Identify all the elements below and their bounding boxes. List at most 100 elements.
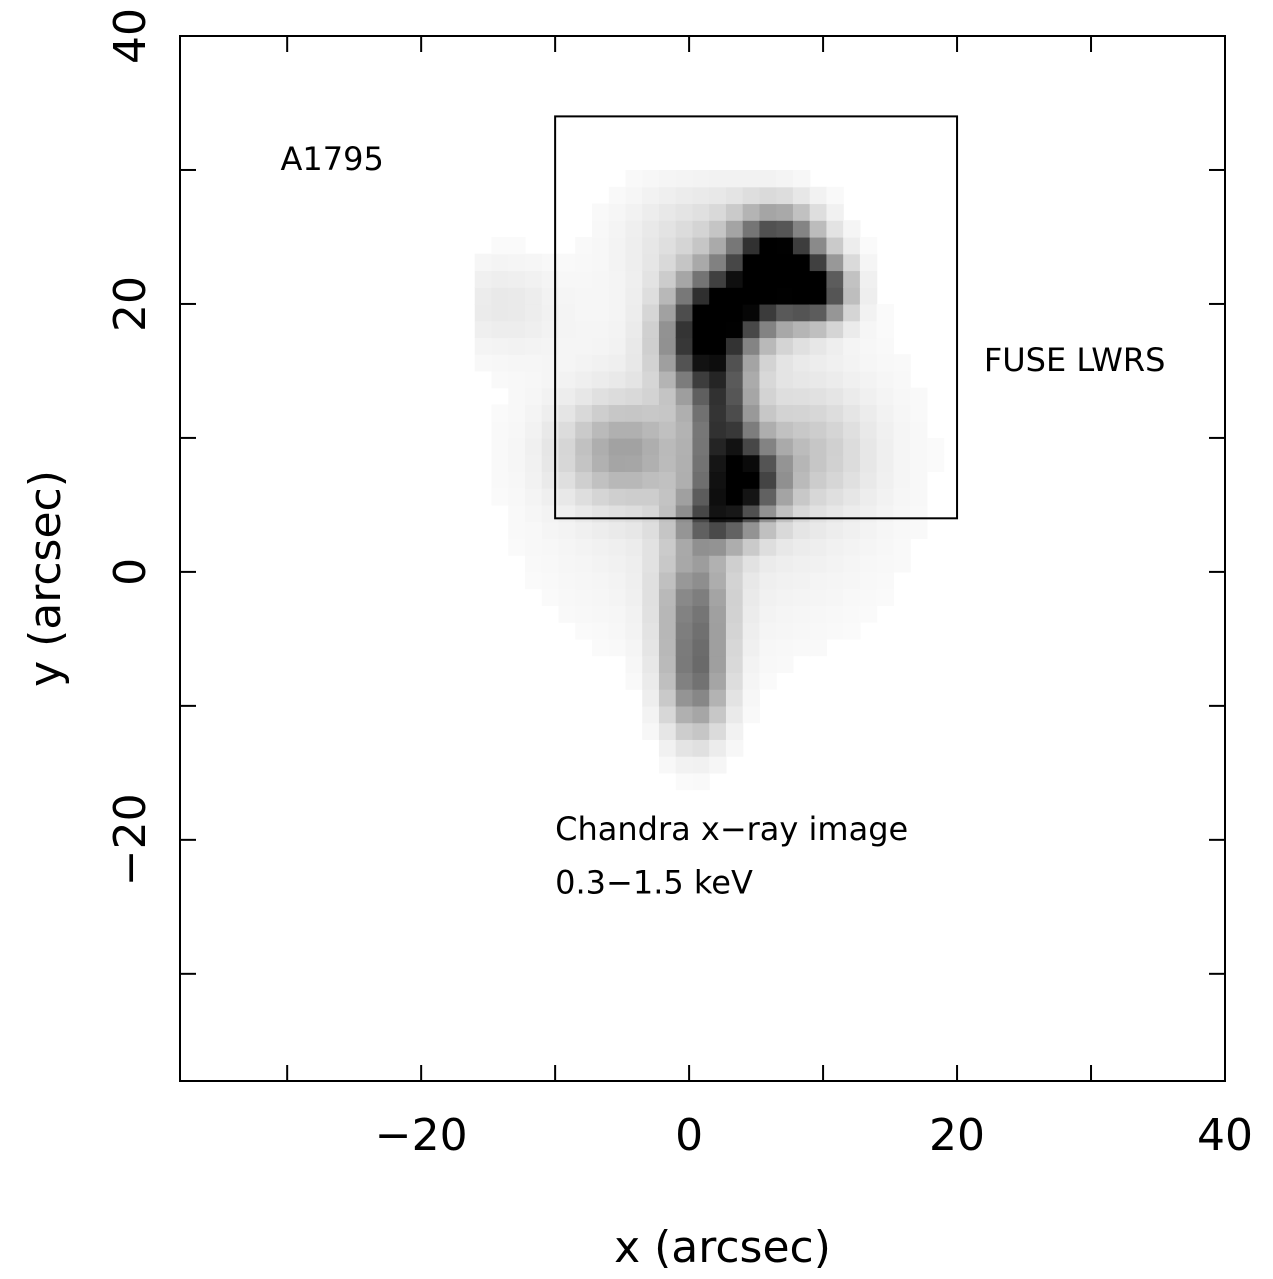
heatmap-cell: [742, 521, 761, 540]
heatmap-cell: [692, 705, 710, 724]
heatmap-cell: [658, 236, 677, 255]
heatmap-cell: [591, 287, 610, 305]
heatmap-cell: [658, 555, 677, 573]
heatmap-cell: [642, 404, 660, 422]
heatmap-cell: [575, 538, 593, 556]
heatmap-cell: [809, 454, 828, 473]
heatmap-cell: [491, 488, 509, 506]
heatmap-cell: [776, 370, 794, 389]
heatmap-cell: [608, 622, 627, 640]
heatmap-cell: [558, 521, 576, 540]
heatmap-cell: [658, 638, 677, 657]
heatmap-cell: [809, 437, 828, 456]
heatmap-cell: [558, 270, 576, 288]
heatmap-cell: [759, 220, 777, 238]
heatmap-cell: [541, 320, 560, 339]
heatmap-cell: [709, 655, 727, 673]
heatmap-cell: [876, 571, 895, 590]
heatmap-cell: [792, 605, 811, 623]
heatmap-cell: [709, 689, 727, 707]
heatmap-cell: [541, 471, 560, 489]
heatmap-cell: [876, 337, 895, 355]
heatmap-cell: [658, 354, 677, 372]
heatmap-cell: [675, 739, 694, 757]
heatmap-cell: [843, 253, 861, 272]
heatmap-cell: [809, 571, 828, 590]
heatmap-cell: [575, 605, 593, 623]
heatmap-cell: [692, 404, 710, 422]
heatmap-cell: [692, 504, 710, 523]
axis-ticks: [180, 36, 1225, 1081]
heatmap-cell: [776, 287, 794, 305]
heatmap-cell: [675, 722, 694, 740]
heatmap-cell: [625, 672, 643, 690]
heatmap-cell: [474, 253, 493, 272]
heatmap-cell: [709, 588, 727, 606]
heatmap-cell: [809, 270, 828, 288]
heatmap-cell: [809, 605, 828, 623]
heatmap-cell: [792, 504, 811, 523]
y-tick-label: 40: [105, 8, 156, 64]
heatmap-cell: [776, 521, 794, 540]
heatmap-cell: [826, 521, 844, 540]
heatmap-cell: [575, 588, 593, 606]
heatmap-cell: [642, 571, 660, 590]
heatmap-cell: [608, 270, 627, 288]
heatmap-cell: [591, 504, 610, 523]
heatmap-cell: [859, 538, 878, 556]
heatmap-cell: [491, 454, 509, 473]
heatmap-cell: [642, 337, 660, 355]
heatmap-cell: [591, 354, 610, 372]
heatmap-cell: [575, 303, 593, 322]
heatmap-cell: [759, 287, 777, 305]
heatmap-cell: [725, 354, 744, 372]
heatmap-cell: [809, 622, 828, 640]
heatmap-cell: [508, 370, 526, 389]
heatmap-cell: [725, 320, 744, 339]
heatmap-cell: [608, 638, 627, 657]
heatmap-cell: [524, 421, 543, 439]
heatmap-cell: [826, 337, 844, 355]
heatmap-cell: [642, 354, 660, 372]
heatmap-cell: [709, 169, 727, 188]
heatmap-cell: [575, 504, 593, 523]
heatmap-cell: [575, 454, 593, 473]
heatmap-cell: [809, 488, 828, 506]
heatmap-cell: [792, 220, 811, 238]
heatmap-cell: [642, 488, 660, 506]
heatmap-cell: [859, 337, 878, 355]
heatmap-cell: [508, 421, 526, 439]
heatmap-cell: [541, 354, 560, 372]
heatmap-cell: [508, 354, 526, 372]
heatmap-cell: [541, 504, 560, 523]
heatmap-cell: [642, 622, 660, 640]
heatmap-cell: [608, 404, 627, 422]
heatmap-cell: [725, 739, 744, 757]
heatmap-cell: [742, 169, 761, 188]
heatmap-cell: [843, 354, 861, 372]
heatmap-cell: [591, 588, 610, 606]
heatmap-cell: [608, 538, 627, 556]
heatmap-cell: [709, 303, 727, 322]
heatmap-cell: [608, 337, 627, 355]
heatmap-cell: [742, 370, 761, 389]
heatmap-cell: [725, 387, 744, 406]
heatmap-cell: [524, 303, 543, 322]
heatmap-cell: [625, 437, 643, 456]
heatmap-cell: [725, 655, 744, 673]
heatmap-cell: [826, 555, 844, 573]
heatmap-cell: [843, 287, 861, 305]
heatmap-cell: [558, 421, 576, 439]
heatmap-cell: [709, 320, 727, 339]
heatmap-cell: [692, 638, 710, 657]
heatmap-cell: [776, 404, 794, 422]
heatmap-cell: [474, 320, 493, 339]
heatmap-cell: [625, 337, 643, 355]
heatmap-cell: [658, 488, 677, 506]
heatmap-cell: [692, 555, 710, 573]
heatmap-cell: [759, 437, 777, 456]
heatmap-cell: [826, 437, 844, 456]
heatmap-cell: [792, 287, 811, 305]
heatmap-cell: [658, 320, 677, 339]
heatmap-cell: [608, 287, 627, 305]
